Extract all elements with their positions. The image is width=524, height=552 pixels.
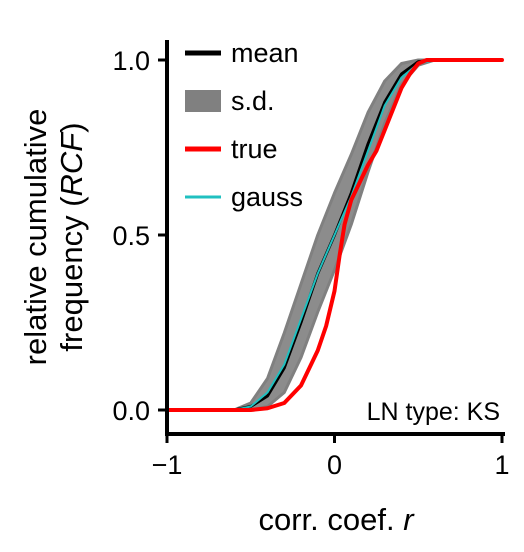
legend-label-gauss: gauss <box>231 182 303 212</box>
x-tick-label: 0 <box>327 450 342 480</box>
x-ticks: −1 0 1 <box>152 434 510 480</box>
y-tick-label: 0.0 <box>112 396 150 426</box>
x-tick-label: −1 <box>152 450 183 480</box>
legend-label-mean: mean <box>231 38 299 68</box>
x-tick-label: 1 <box>494 450 509 480</box>
annotation-text: LN type: KS <box>367 398 500 426</box>
legend: mean s.d. true gauss <box>185 38 303 212</box>
y-ticks: 0.0 0.5 1.0 <box>112 46 167 426</box>
y-axis-title-line2: frequency (RCF) <box>54 122 89 351</box>
x-axis-title: corr. coef. r <box>258 502 415 537</box>
y-axis-title-line1: relative cumulative <box>18 109 53 366</box>
series-true-line <box>165 58 504 412</box>
legend-label-s-d: s.d. <box>231 86 275 116</box>
y-axis-title: relative cumulative frequency (RCF) <box>18 109 89 366</box>
y-tick-label: 0.5 <box>112 221 150 251</box>
series-gauss-line <box>166 59 503 411</box>
line-layer <box>165 58 504 412</box>
legend-swatch-s-d <box>185 90 221 112</box>
y-tick-label: 1.0 <box>112 46 150 76</box>
legend-label-true: true <box>231 134 278 164</box>
